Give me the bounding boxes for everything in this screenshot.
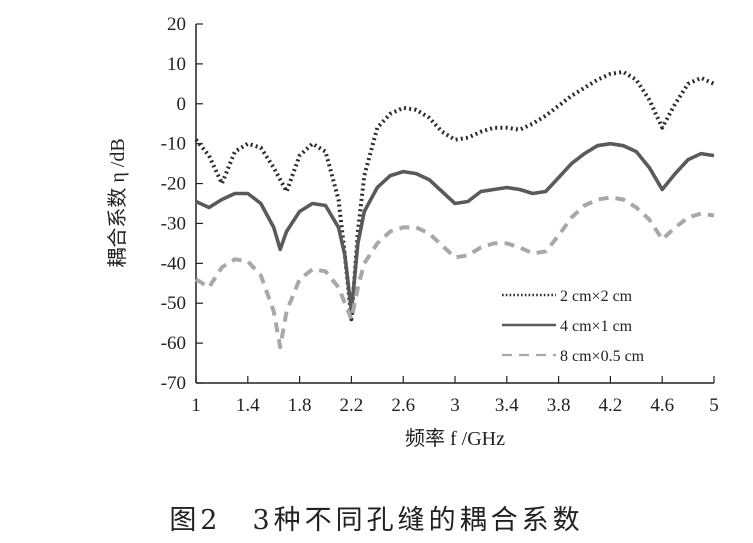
series-lines xyxy=(194,69,715,350)
y-tick-label: -70 xyxy=(161,373,186,394)
legend-label-1: 2 cm×2 cm xyxy=(560,288,633,305)
y-tick-label: -10 xyxy=(161,134,186,155)
legend-label-3: 8 cm×0.5 cm xyxy=(560,348,645,365)
y-axis-label: 耦合系数 η /dB xyxy=(106,138,129,267)
x-tick-label: 1.4 xyxy=(236,395,260,416)
x-tick-label: 1.8 xyxy=(288,395,312,416)
x-tick-label: 2.2 xyxy=(340,395,364,416)
y-tick-label: 10 xyxy=(167,54,186,75)
x-tick-label: 4.6 xyxy=(650,395,674,416)
legend-label-2: 4 cm×1 cm xyxy=(560,318,633,335)
x-tick-label: 3 xyxy=(450,395,460,416)
y-tick-label: -40 xyxy=(161,253,186,274)
x-tick-label: 3.8 xyxy=(547,395,571,416)
y-ticks: 20 10 0 -10 -20 -30 -40 -50 -60 -70 xyxy=(161,14,203,394)
x-tick-label: 5 xyxy=(709,395,719,416)
figure-caption: 图2 3种不同孔缝的耦合系数 xyxy=(169,505,584,536)
x-tick-label: 3.4 xyxy=(495,395,519,416)
x-ticks: 1 1.4 1.8 2.2 2.6 3 3.4 3.8 4.2 4.6 5 xyxy=(191,376,719,416)
series-line-2 xyxy=(195,141,715,313)
series-line-1 xyxy=(194,69,715,322)
y-tick-label: -30 xyxy=(161,213,186,234)
y-tick-label: -60 xyxy=(161,333,186,354)
x-axis-label: 频率 f /GHz xyxy=(405,427,505,450)
legend: 2 cm×2 cm 4 cm×1 cm 8 cm×0.5 cm xyxy=(502,288,645,365)
y-tick-label: -20 xyxy=(161,174,186,195)
y-tick-label: -50 xyxy=(161,293,186,314)
y-tick-label: 0 xyxy=(177,94,187,115)
y-tick-label: 20 xyxy=(167,14,186,35)
x-tick-label: 2.6 xyxy=(391,395,415,416)
x-tick-label: 1 xyxy=(191,395,201,416)
x-tick-label: 4.2 xyxy=(599,395,623,416)
series-line-3 xyxy=(194,195,715,350)
